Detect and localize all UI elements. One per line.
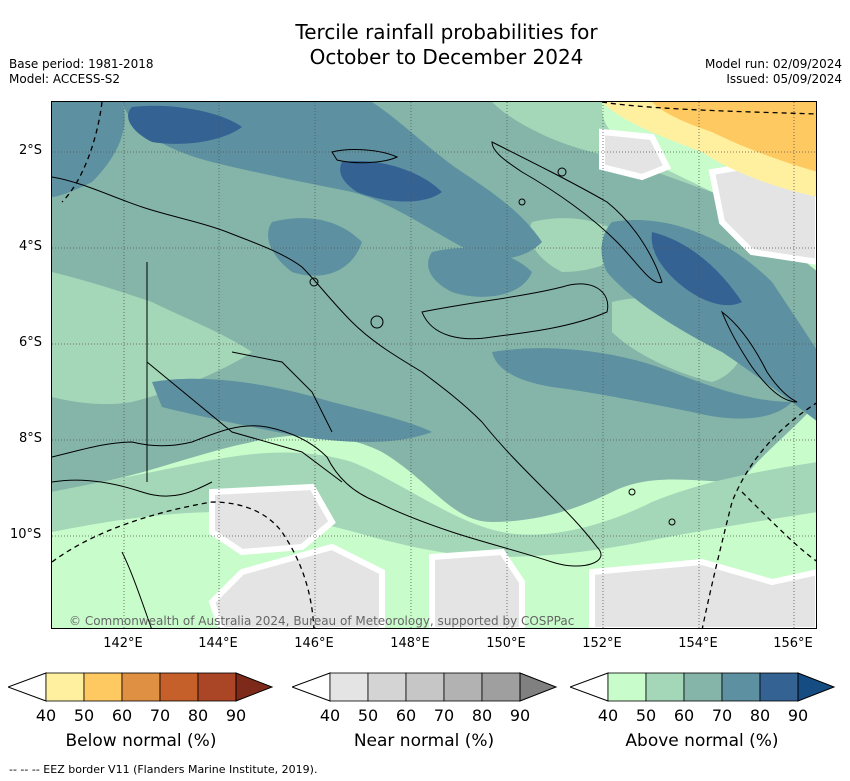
region-below-50 [652,102,816,172]
tick-label: 70 [711,706,733,725]
lon-label-148e: 148°E [390,636,430,651]
tick-label: 70 [433,706,455,725]
tick-label: 90 [509,706,531,725]
near-normal-south [208,483,816,628]
colorbar-label-below: Below normal (%) [65,731,217,751]
lon-label-144e: 144°E [198,636,238,651]
region-above-70-nw [52,102,125,197]
map-panel [51,101,817,629]
region-above-80-c [651,232,742,306]
region-above-70-c2 [428,248,532,297]
title-line-1: Tercile rainfall probabilities for [295,20,598,44]
model-run: Model run: 02/09/2024 [704,57,842,71]
lon-label-150e: 150°E [486,636,526,651]
lon-label-152e: 152°E [582,636,622,651]
eez-borders [52,102,816,628]
tick-label: 80 [187,706,209,725]
colorbar-label-near: Near normal (%) [353,731,495,751]
lon-label-154e: 154°E [678,636,718,651]
tick-label: 40 [35,706,57,725]
region-above-70-se [492,348,792,419]
colorbar-above-normal [570,672,836,702]
region-above-80-b [340,161,442,202]
coastlines [52,141,798,628]
tick-label: 50 [73,706,95,725]
tick-label: 60 [673,706,695,725]
title-line-2: October to December 2024 [309,45,584,69]
lat-label-2s: 2°S [19,143,43,158]
tick-label: 40 [597,706,619,725]
colorbar-near-normal [292,672,558,702]
region-above-70-sw [152,378,432,442]
map-svg [52,102,816,628]
copyright-notice: © Commonwealth of Australia 2024, Bureau… [69,614,575,628]
lat-label-4s: 4°S [19,239,43,254]
lat-label-10s: 10°S [10,527,42,542]
meta-left: Base period: 1981-2018 Model: ACCESS-S2 [9,57,154,87]
graticule [52,102,816,628]
tick-label: 80 [471,706,493,725]
meta-right: Model run: 02/09/2024 Issued: 05/09/2024 [705,57,842,87]
lon-label-142e: 142°E [103,636,143,651]
colorbar-label-above: Above normal (%) [625,731,779,751]
lat-label-8s: 8°S [19,431,43,446]
issued-date: Issued: 05/09/2024 [726,72,842,86]
region-above-50-w [52,272,252,405]
tick-label: 60 [395,706,417,725]
tick-label: 70 [149,706,171,725]
tick-label: 80 [749,706,771,725]
map-title: Tercile rainfall probabilities for Octob… [0,20,850,70]
base-period: Base period: 1981-2018 [9,57,154,71]
model-name: Model: ACCESS-S2 [9,72,121,86]
colorbar-below-normal [8,672,274,702]
region-above-70-n [122,102,542,259]
eez-footnote: -- -- -- EEZ border V11 (Flanders Marine… [9,763,318,776]
tick-label: 50 [635,706,657,725]
region-above-70-ne [601,220,816,421]
lon-label-156e: 156°E [773,636,813,651]
region-above-50-s [52,452,816,557]
tick-label: 40 [319,706,341,725]
tick-label: 90 [225,706,247,725]
lon-label-146e: 146°E [294,636,334,651]
tick-label: 60 [111,706,133,725]
lat-label-6s: 6°S [19,335,43,350]
tick-label: 50 [357,706,379,725]
tick-label: 90 [787,706,809,725]
region-above-80-a [128,105,242,144]
